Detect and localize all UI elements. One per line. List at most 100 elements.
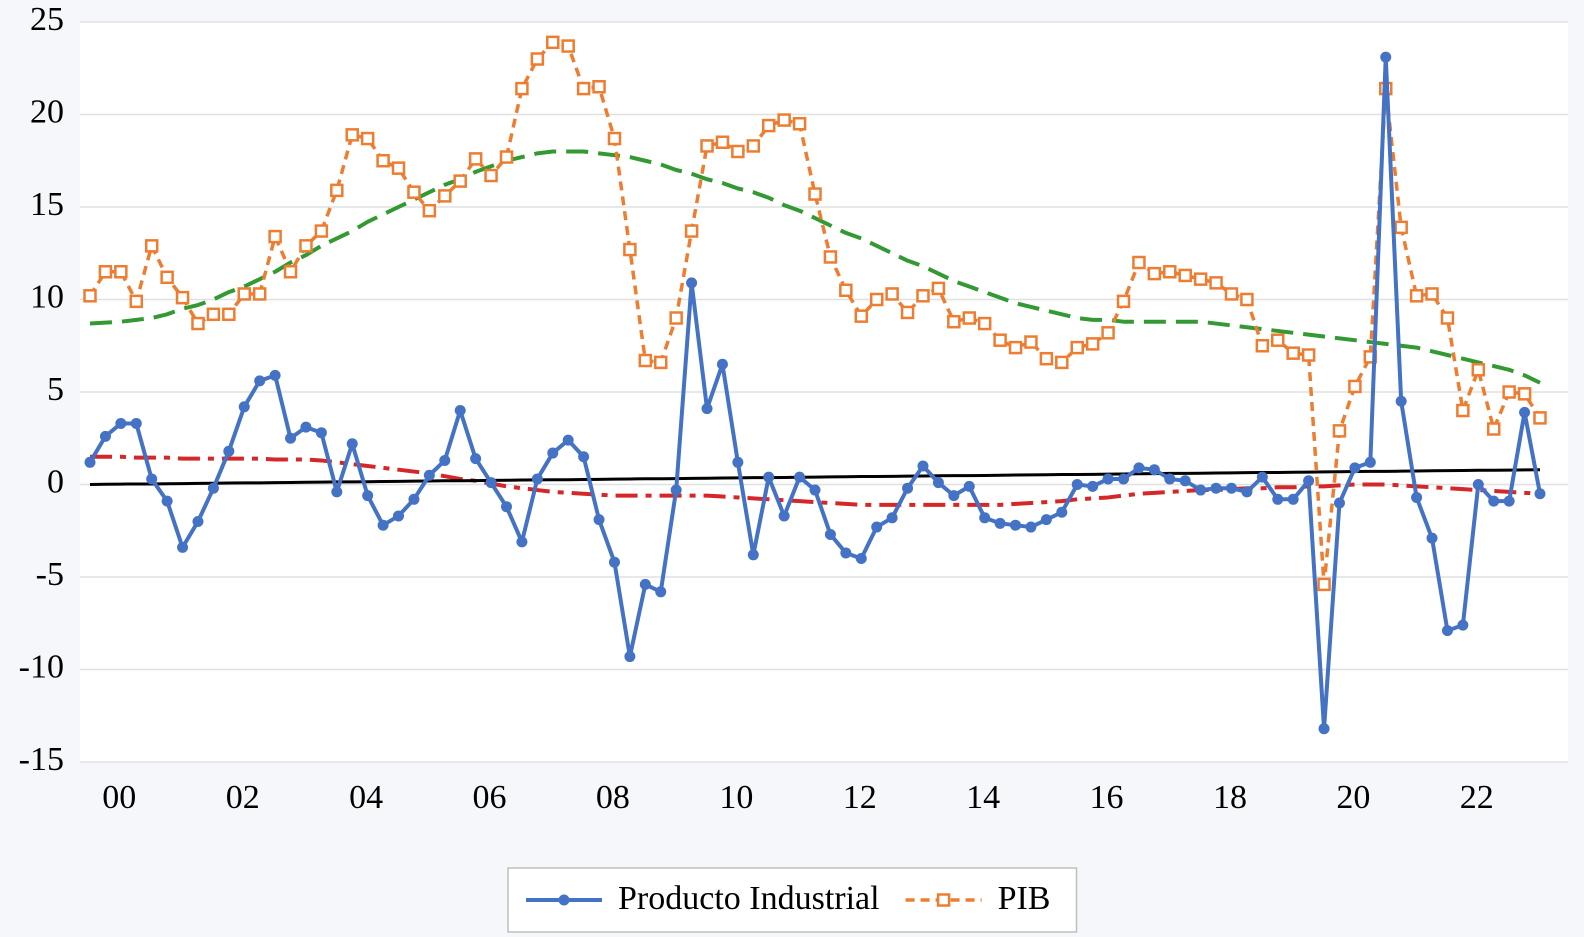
data-point [453, 174, 467, 188]
data-point [607, 131, 622, 146]
data-point [1317, 577, 1331, 592]
data-point [330, 183, 344, 198]
data-point [684, 224, 699, 238]
data-point [592, 80, 606, 94]
data-point [238, 401, 250, 413]
y-tick-label: -15 [19, 741, 64, 778]
data-point [391, 161, 406, 175]
data-point [360, 131, 375, 146]
x-tick-label: 22 [1460, 779, 1494, 816]
data-point [83, 289, 97, 303]
series-line [90, 454, 1541, 507]
data-point [732, 456, 744, 468]
data-point [624, 651, 636, 663]
legend-box [507, 867, 1078, 933]
data-point [1426, 532, 1438, 544]
data-point [839, 283, 853, 297]
data-point [1209, 276, 1223, 290]
data-point [362, 490, 374, 502]
y-tick-label: 15 [30, 186, 64, 223]
data-point [485, 477, 497, 489]
data-point [1178, 268, 1192, 283]
data-point [1055, 355, 1069, 370]
y-tick-label: 25 [30, 1, 64, 38]
legend-label: PIB [998, 880, 1051, 917]
x-tick-label: 20 [1336, 779, 1370, 816]
y-tick-label: -10 [19, 648, 64, 685]
data-point [1486, 422, 1501, 436]
data-point [1225, 482, 1237, 494]
data-point [1024, 335, 1038, 349]
data-point [746, 139, 761, 153]
data-point [916, 289, 930, 303]
data-point [206, 307, 221, 322]
data-point [1287, 493, 1299, 505]
data-point [1348, 379, 1362, 394]
data-point [1411, 491, 1423, 503]
data-point [1255, 339, 1270, 353]
data-point [144, 239, 159, 253]
x-tick-label: 12 [843, 779, 877, 816]
data-point [191, 316, 205, 331]
data-point [1409, 289, 1424, 303]
data-point [1195, 484, 1207, 496]
data-point [177, 541, 189, 553]
data-point [686, 277, 698, 289]
data-point [376, 154, 390, 168]
data-point [792, 117, 807, 131]
x-tick-label: 04 [349, 779, 383, 816]
data-point [1472, 479, 1484, 490]
data-point [268, 229, 282, 244]
data-point [1333, 497, 1345, 509]
data-point [377, 519, 389, 531]
data-point [1241, 486, 1253, 498]
data-point [1118, 473, 1130, 485]
data-point [1441, 625, 1453, 637]
data-point [1456, 403, 1470, 418]
data-point [608, 556, 620, 568]
data-point [639, 578, 651, 590]
data-point [1394, 220, 1408, 235]
data-point [1272, 493, 1284, 505]
data-point [1163, 265, 1177, 279]
data-point [1193, 272, 1208, 286]
data-point [283, 265, 298, 279]
data-point [701, 403, 713, 415]
data-point [499, 150, 514, 164]
data-point [1318, 723, 1330, 735]
data-point [1502, 385, 1516, 399]
data-point [1364, 456, 1376, 468]
legend: Producto Industrial PIB [507, 867, 1078, 933]
data-point [948, 490, 960, 502]
data-point [252, 287, 267, 301]
data-point [1224, 287, 1239, 301]
data-point [900, 305, 915, 320]
data-point [778, 510, 790, 522]
data-point [993, 333, 1007, 347]
data-point [962, 311, 977, 325]
data-point [223, 445, 235, 457]
data-point [562, 434, 574, 446]
data-point [669, 311, 683, 325]
data-point [1071, 479, 1083, 490]
data-point [1240, 292, 1254, 307]
data-point [1070, 340, 1084, 355]
data-point [484, 168, 498, 183]
y-tick-label: -5 [36, 556, 64, 593]
data-point [1147, 266, 1162, 281]
data-point [1517, 387, 1532, 401]
data-point [1425, 287, 1439, 301]
data-point [761, 118, 776, 133]
data-point [794, 471, 806, 483]
data-point [977, 316, 992, 331]
data-point [1303, 475, 1315, 487]
data-point [1179, 475, 1191, 487]
x-tick-label: 18 [1213, 779, 1247, 816]
data-point [653, 355, 668, 370]
data-point [623, 242, 637, 257]
data-point [1101, 326, 1115, 340]
data-point [531, 473, 543, 485]
data-point [1533, 411, 1547, 425]
data-point [731, 144, 745, 159]
